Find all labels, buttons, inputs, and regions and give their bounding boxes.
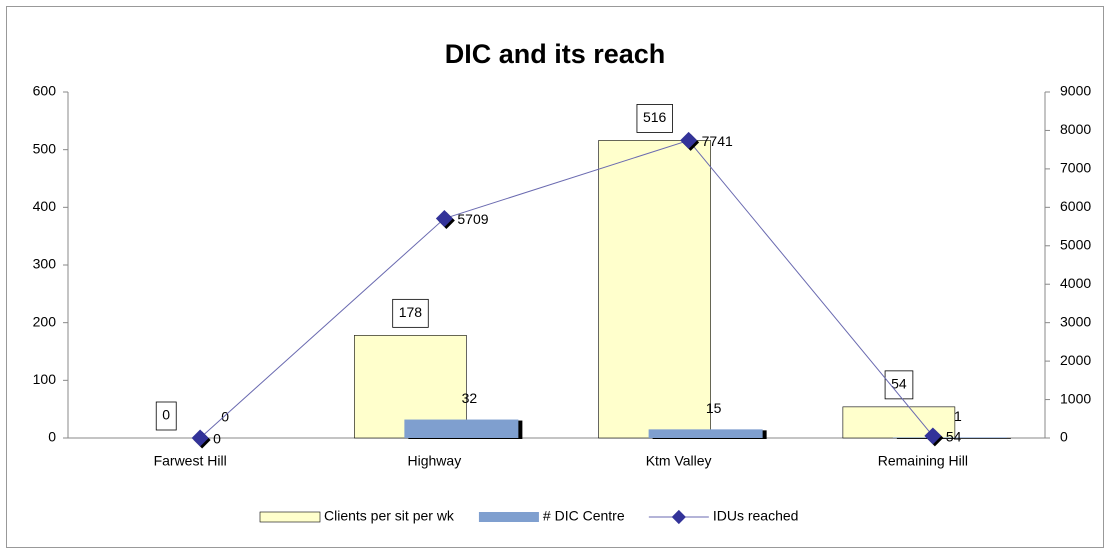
chart-border	[6, 6, 1104, 548]
data-label: 0	[162, 407, 170, 423]
legend-label: IDUs reached	[713, 508, 799, 524]
x-tick-label: Ktm Valley	[646, 453, 712, 469]
data-label: 516	[643, 109, 667, 125]
y2-tick-label: 7000	[1060, 160, 1091, 176]
y-tick-label: 100	[33, 371, 57, 387]
y2-tick-label: 6000	[1060, 198, 1091, 214]
bar	[404, 419, 519, 438]
y-tick-label: 0	[48, 429, 56, 445]
data-label: 32	[462, 390, 478, 406]
y2-tick-label: 0	[1060, 429, 1068, 445]
y2-tick-label: 1000	[1060, 390, 1091, 406]
marker	[680, 131, 698, 149]
data-label-box	[155, 401, 177, 431]
bar	[648, 429, 763, 438]
legend-label: Clients per sit per wk	[324, 508, 455, 524]
data-label: 15	[706, 400, 722, 416]
y2-tick-label: 9000	[1060, 83, 1091, 99]
y2-tick-label: 2000	[1060, 352, 1091, 368]
y2-tick-label: 5000	[1060, 236, 1091, 252]
x-tick-label: Highway	[408, 453, 462, 469]
legend-marker	[671, 509, 686, 525]
data-label: 7741	[702, 133, 733, 149]
data-label: 178	[399, 304, 423, 320]
y-tick-label: 400	[33, 198, 57, 214]
y2-tick-label: 3000	[1060, 313, 1091, 329]
data-label: 1	[954, 408, 962, 424]
bar-shadow	[896, 438, 1011, 439]
bar	[598, 140, 711, 439]
data-label: 5709	[457, 211, 488, 227]
marker	[435, 210, 453, 228]
y-tick-label: 600	[33, 83, 57, 99]
data-label-box	[392, 298, 429, 328]
data-label: 54	[891, 376, 907, 392]
marker	[924, 427, 942, 445]
line	[199, 139, 934, 439]
chart-title: DIC and its reach	[445, 39, 666, 69]
y-tick-label: 300	[33, 256, 57, 272]
y2-tick-label: 8000	[1060, 121, 1091, 137]
legend-label: # DIC Centre	[543, 508, 625, 524]
legend-swatch	[478, 512, 539, 522]
bar	[892, 437, 1007, 438]
data-label: 0	[213, 431, 221, 447]
y-tick-label: 200	[33, 313, 57, 329]
data-label-box	[636, 104, 673, 133]
y2-tick-label: 4000	[1060, 275, 1091, 291]
marker	[191, 429, 209, 447]
data-label: 0	[221, 409, 229, 425]
data-label: 54	[946, 429, 962, 445]
legend-swatch	[259, 511, 321, 523]
y-tick-label: 500	[33, 140, 57, 156]
x-tick-label: Remaining Hill	[878, 453, 968, 469]
x-tick-label: Farwest Hill	[154, 453, 227, 469]
